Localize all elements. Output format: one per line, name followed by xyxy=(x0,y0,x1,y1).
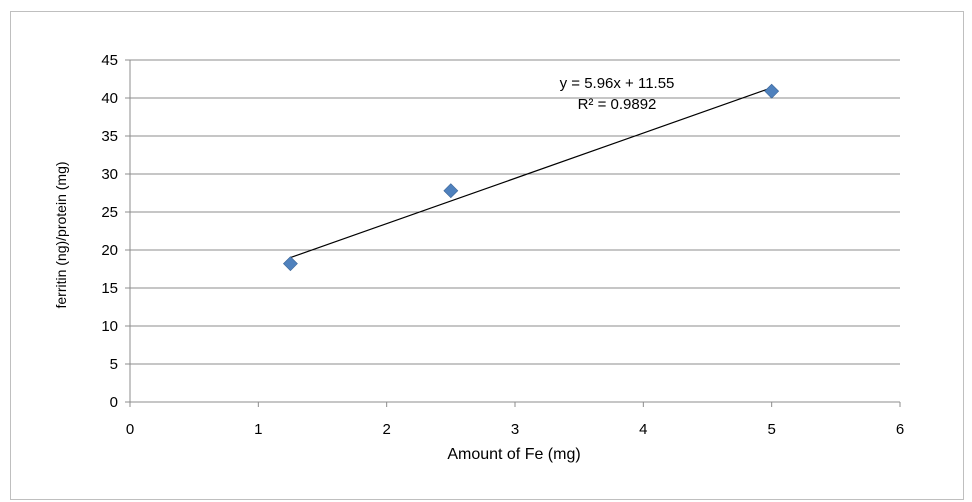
y-tick-label: 30 xyxy=(101,166,118,183)
y-tick-label: 35 xyxy=(101,128,118,145)
y-tick-label: 45 xyxy=(101,52,118,69)
y-tick-label: 40 xyxy=(101,90,118,107)
data-points xyxy=(282,83,780,272)
x-tick-label: 0 xyxy=(126,421,134,438)
axes xyxy=(125,59,901,407)
data-point-diamond xyxy=(764,83,780,99)
x-tick-label: 3 xyxy=(511,421,519,438)
gridlines xyxy=(130,59,900,365)
trendline-group xyxy=(290,87,772,259)
y-tick-label: 20 xyxy=(101,242,118,259)
y-tick-label: 0 xyxy=(110,394,118,411)
y-tick-label: 10 xyxy=(101,318,118,335)
data-point-diamond xyxy=(282,256,298,272)
x-tick-label: 5 xyxy=(767,421,775,438)
trendline-equation: y = 5.96x + 11.55 xyxy=(560,75,675,92)
x-tick-label: 1 xyxy=(254,421,262,438)
y-tick-label: 25 xyxy=(101,204,118,221)
trendline xyxy=(290,87,772,259)
r-squared-label: R² = 0.9892 xyxy=(578,96,657,113)
x-tick-label: 6 xyxy=(896,421,904,438)
y-axis-title: ferritin (ng)/protein (mg) xyxy=(53,161,69,308)
y-tick-label: 5 xyxy=(110,356,118,373)
x-tick-label: 4 xyxy=(639,421,647,438)
chart-frame xyxy=(10,11,964,500)
x-axis-title: Amount of Fe (mg) xyxy=(447,446,580,463)
y-tick-label: 15 xyxy=(101,280,118,297)
x-tick-label: 2 xyxy=(382,421,390,438)
data-point-diamond xyxy=(443,183,459,199)
